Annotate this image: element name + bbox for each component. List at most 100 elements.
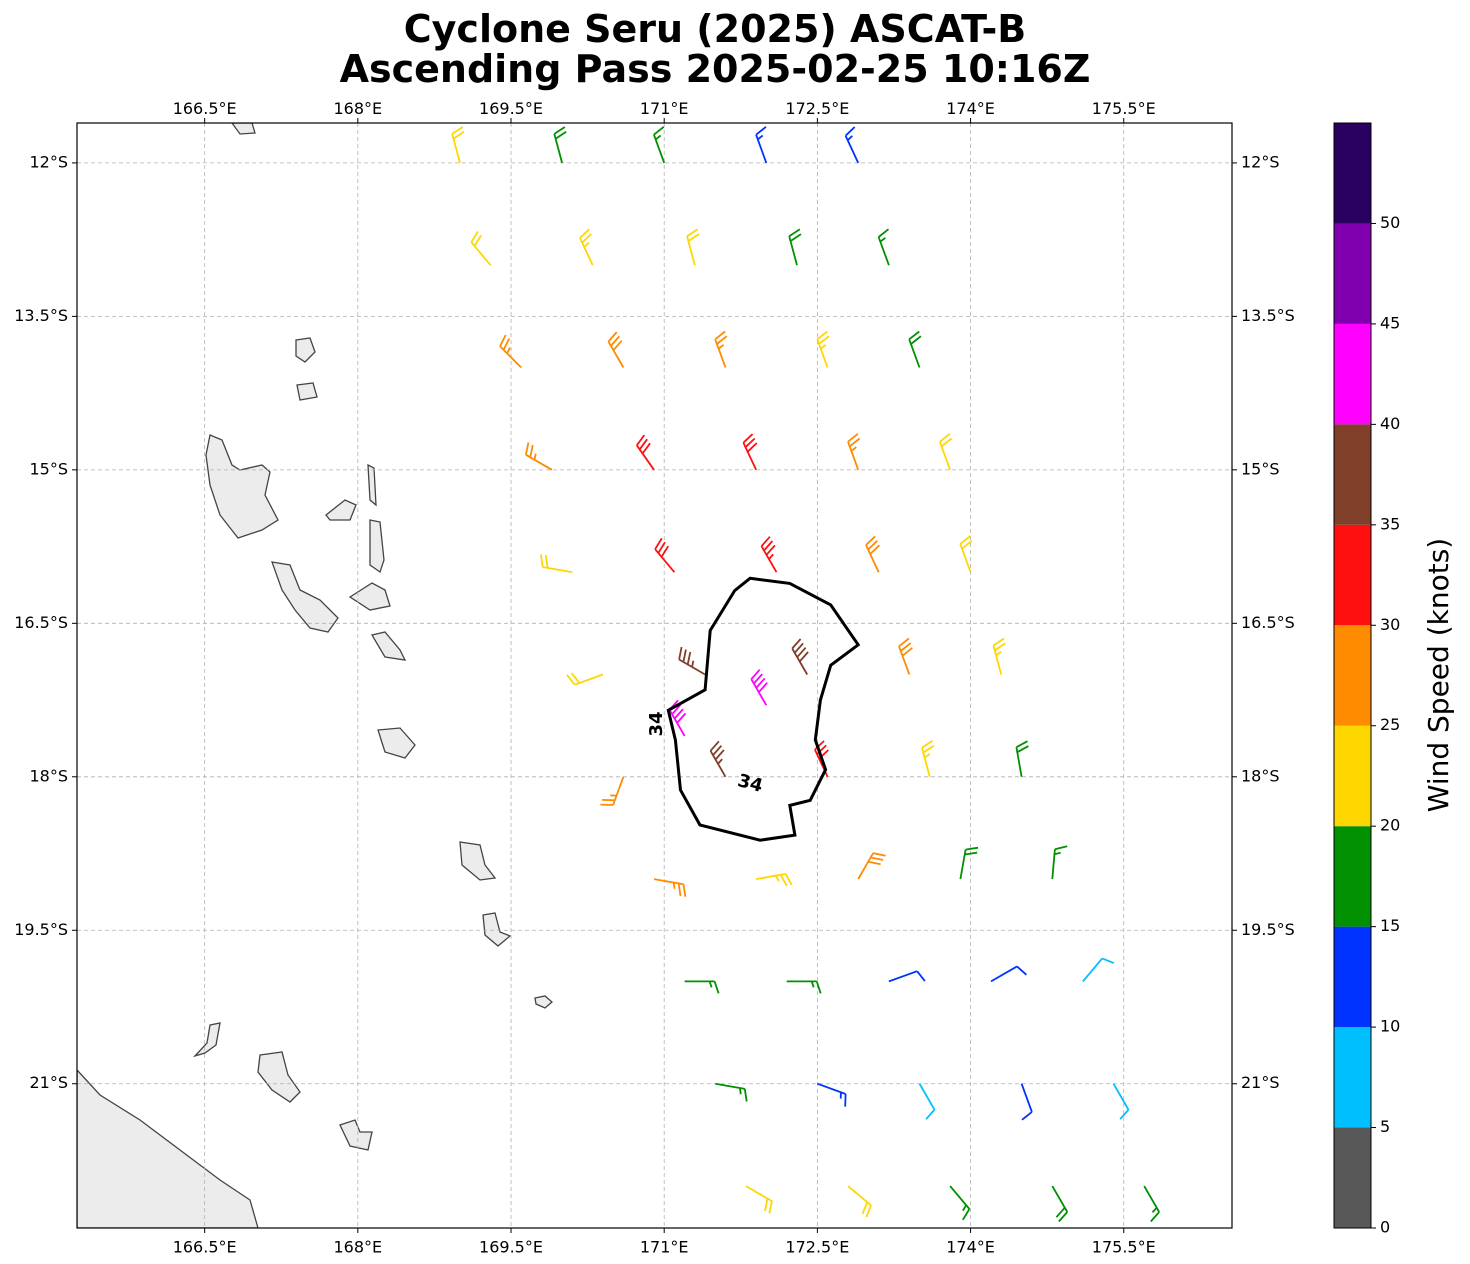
wind-barb: [755, 126, 768, 164]
island: [369, 519, 385, 574]
wind-barb: [654, 537, 676, 573]
x-tick-label: 172.5°E: [785, 1238, 849, 1257]
wind-barb: [908, 330, 922, 368]
colorbar-tick-label: 30: [1380, 615, 1400, 634]
island: [339, 1119, 373, 1151]
colorbar-segment: [1334, 926, 1371, 1028]
wind-barb: [709, 740, 727, 778]
wind-barb: [540, 554, 573, 574]
wind-barb: [668, 699, 687, 737]
y-tick-label: 18°S: [1241, 766, 1280, 785]
island: [377, 727, 416, 759]
island: [271, 561, 339, 633]
x-tick-label: 166.5°E: [173, 99, 237, 118]
island: [482, 912, 512, 947]
colorbar-segment: [1334, 826, 1371, 927]
island: [367, 463, 377, 507]
x-tick-label: 174°E: [946, 1238, 995, 1257]
colorbar-tick-label: 10: [1380, 1017, 1400, 1036]
wind-barb: [607, 331, 625, 368]
colorbar-segment: [1334, 323, 1371, 425]
wind-barb: [579, 228, 594, 266]
island: [325, 499, 357, 521]
wind-barb: [499, 334, 522, 369]
wind-barb: [566, 672, 604, 686]
wind-barb: [1051, 1185, 1069, 1223]
y-tick-label: 13.5°S: [14, 306, 68, 325]
colorbar-tick-label: 5: [1380, 1117, 1390, 1136]
wind-barb: [755, 873, 793, 887]
colorbar-tick-label: 0: [1380, 1218, 1390, 1237]
wind-barb: [816, 330, 830, 368]
island: [348, 582, 391, 611]
island: [257, 1051, 301, 1103]
y-tick-label: 12°S: [1241, 152, 1280, 171]
grid: [72, 118, 1237, 1233]
wind-barb: [1082, 957, 1115, 982]
wind-barb: [992, 637, 1006, 675]
wind-barb: [990, 965, 1027, 983]
wind-barb: [788, 228, 802, 266]
colorbar-segment: [1334, 123, 1371, 224]
x-tick-label: 169.5°E: [479, 1238, 543, 1257]
wind-barb: [636, 434, 655, 471]
wind-barb: [451, 126, 465, 164]
x-tick-label: 169.5°E: [479, 99, 543, 118]
y-tick-label: 16.5°S: [1241, 613, 1295, 632]
wind-barb: [1112, 1083, 1130, 1120]
wind-barb: [714, 330, 728, 368]
colorbar-tick-label: 25: [1380, 715, 1400, 734]
colorbar-segment: [1334, 725, 1371, 827]
wind-barb: [653, 878, 687, 897]
wind-barb: [939, 433, 953, 471]
colorbar-segment: [1334, 223, 1371, 324]
wind-barb: [715, 1082, 748, 1102]
x-tick-label: 168°E: [334, 99, 383, 118]
x-tick-label: 168°E: [334, 1238, 383, 1257]
colorbar-segment: [1334, 424, 1371, 525]
land: [77, 123, 553, 1228]
colorbar-segment: [1334, 1027, 1371, 1128]
wind-barb: [877, 228, 890, 266]
y-tick-label: 21°S: [1241, 1073, 1280, 1092]
island: [231, 123, 256, 135]
y-tick-label: 16.5°S: [14, 613, 68, 632]
contour-34kt: [666, 576, 861, 842]
chart-subtitle: Ascending Pass 2025-02-25 10:16Z: [340, 47, 1091, 91]
y-tick-label: 12°S: [29, 152, 68, 171]
wind-barb: [959, 535, 973, 573]
y-tick-label: 15°S: [1241, 459, 1280, 478]
colorbar-tick-label: 45: [1380, 313, 1400, 332]
colorbar-tick-label: 40: [1380, 414, 1400, 433]
y-tick-label: 18°S: [29, 766, 68, 785]
wind-barb: [600, 776, 625, 806]
y-tick-label: 15°S: [29, 459, 68, 478]
wind-barb: [1020, 1083, 1033, 1121]
wind-barb: [959, 846, 979, 880]
island: [295, 337, 316, 363]
wind-barb: [857, 852, 886, 880]
y-tick-label: 19.5°S: [14, 920, 68, 939]
colorbar-tick-label: 15: [1380, 916, 1400, 935]
x-tick-label: 172.5°E: [785, 99, 849, 118]
plot-frame: [76, 122, 1233, 1229]
y-tick-label: 13.5°S: [1241, 306, 1295, 325]
x-tick-label: 174°E: [946, 99, 995, 118]
island: [205, 434, 279, 539]
island: [370, 631, 407, 661]
contour-label: 34: [735, 770, 765, 797]
wind-barb: [865, 535, 881, 573]
wind-barb: [847, 433, 861, 471]
wind-barb: [525, 442, 553, 471]
wind-barb: [470, 231, 492, 266]
island: [77, 1069, 259, 1228]
colorbar-label: Wind Speed (knots): [1422, 538, 1455, 812]
colorbar-tick-label: 35: [1380, 514, 1400, 533]
colorbar-tick-label: 20: [1380, 816, 1400, 835]
wind-barb: [553, 126, 567, 164]
wind-barb: [1015, 740, 1029, 777]
wind-barb: [750, 669, 768, 706]
wind-barb: [684, 980, 720, 994]
wind-barbs: [451, 126, 1160, 1223]
